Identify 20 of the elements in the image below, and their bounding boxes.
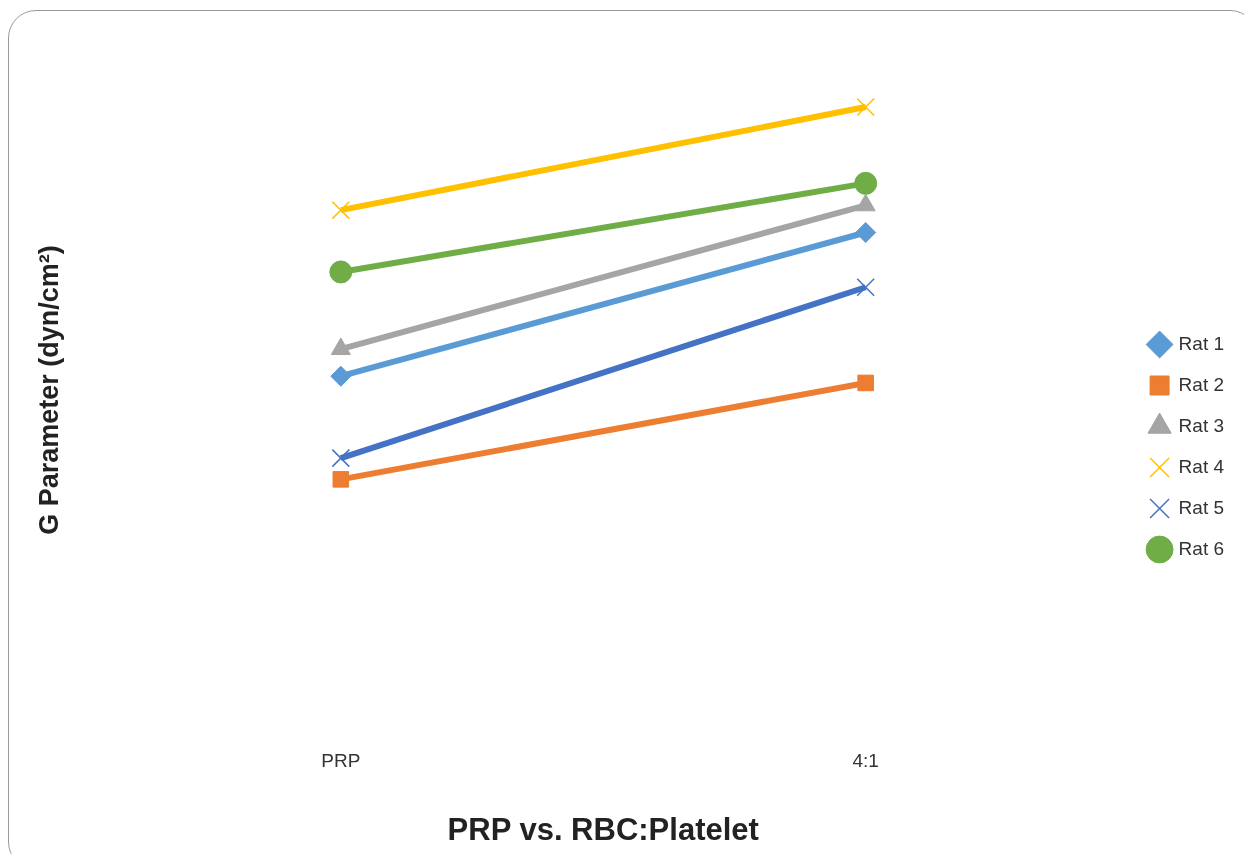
point	[329, 260, 353, 284]
x-tick-label: 4:1	[852, 749, 879, 771]
x-axis-title: PRP vs. RBC:Platelet	[447, 811, 759, 847]
legend-label: Rat 4	[1178, 455, 1225, 477]
point	[856, 97, 875, 117]
point	[331, 200, 351, 220]
point	[330, 365, 352, 387]
legend-label: Rat 3	[1178, 414, 1225, 436]
legend-label: Rat 5	[1178, 496, 1225, 518]
x-tick-label: PRP	[321, 749, 361, 771]
point	[856, 278, 875, 297]
point	[854, 171, 878, 195]
point	[332, 471, 350, 488]
point	[855, 222, 877, 243]
y-axis-title: G Parameter (dyn/cm²)	[33, 245, 64, 535]
legend-label: Rat 1	[1178, 332, 1225, 354]
point	[857, 374, 874, 392]
point	[331, 448, 351, 468]
legend-label: Rat 6	[1178, 537, 1225, 559]
legend-label: Rat 2	[1178, 373, 1225, 395]
